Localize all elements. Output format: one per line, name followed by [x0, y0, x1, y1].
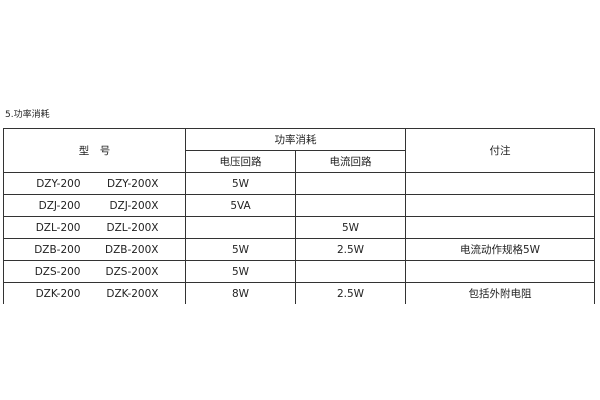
header-row-2: 电压回路 电流回路 — [4, 150, 595, 173]
note-cell: 包括外附电阻 — [405, 282, 595, 304]
voltage-cell: 8W — [185, 282, 296, 304]
voltage-cell — [185, 216, 296, 239]
voltage-cell: 5W — [185, 260, 296, 283]
model-b: DZJ-200X — [109, 199, 159, 212]
current-cell — [295, 260, 406, 283]
current-cell — [295, 172, 406, 195]
model-cell: DZK-200 DZK-200X — [3, 282, 186, 304]
header-row-1: 型 号 功率消耗 付注 — [3, 128, 595, 173]
model-a: DZL-200 — [35, 221, 81, 234]
header-current-circuit: 电流回路 — [295, 150, 406, 173]
section-title: 5.功率消耗 — [5, 110, 50, 120]
current-cell: 5W — [295, 216, 406, 239]
model-cell: DZJ-200 DZJ-200X — [3, 194, 186, 217]
model-cell: DZS-200 DZS-200X — [3, 260, 186, 283]
model-b: DZS-200X — [105, 265, 159, 278]
power-consumption-table: 型 号 功率消耗 付注 电压回路 电流回路 DZY-200 DZY-200X 5W D… — [3, 128, 595, 304]
voltage-cell: 5W — [185, 172, 296, 195]
header-power: 功率消耗 — [185, 128, 406, 151]
note-cell — [405, 216, 595, 239]
note-cell: 电流动作规格5W — [405, 238, 595, 261]
note-cell — [405, 260, 595, 283]
table-row: DZJ-200 DZJ-200X 5VA — [3, 194, 595, 217]
note-cell — [405, 172, 595, 195]
table-row: DZK-200 DZK-200X 8W 2.5W 包括外附电阻 — [3, 282, 595, 304]
table-row: DZB-200 DZB-200X 5W 2.5W 电流动作规格5W — [3, 238, 595, 261]
table-row: DZS-200 DZS-200X 5W — [3, 260, 595, 283]
model-a: DZS-200 — [34, 265, 81, 278]
header-note: 付注 — [405, 128, 595, 173]
note-cell — [405, 194, 595, 217]
model-cell: DZY-200 DZY-200X — [3, 172, 186, 195]
model-b: DZB-200X — [104, 243, 159, 256]
header-model: 型 号 — [3, 128, 186, 173]
model-a: DZY-200 — [36, 177, 81, 190]
model-a: DZB-200 — [34, 243, 81, 256]
voltage-cell: 5VA — [185, 194, 296, 217]
current-cell — [295, 194, 406, 217]
model-a: DZK-200 — [35, 287, 81, 300]
model-b: DZL-200X — [106, 221, 159, 234]
model-a: DZJ-200 — [38, 199, 81, 212]
model-cell: DZB-200 DZB-200X — [3, 238, 186, 261]
header-voltage-circuit: 电压回路 — [185, 150, 296, 173]
voltage-cell: 5W — [185, 238, 296, 261]
model-b: DZY-200X — [107, 177, 159, 190]
model-b: DZK-200X — [106, 287, 159, 300]
model-cell: DZL-200 DZL-200X — [3, 216, 186, 239]
table-row: DZY-200 DZY-200X 5W — [3, 172, 595, 195]
table-row: DZL-200 DZL-200X 5W — [3, 216, 595, 239]
current-cell: 2.5W — [295, 238, 406, 261]
current-cell: 2.5W — [295, 282, 406, 304]
